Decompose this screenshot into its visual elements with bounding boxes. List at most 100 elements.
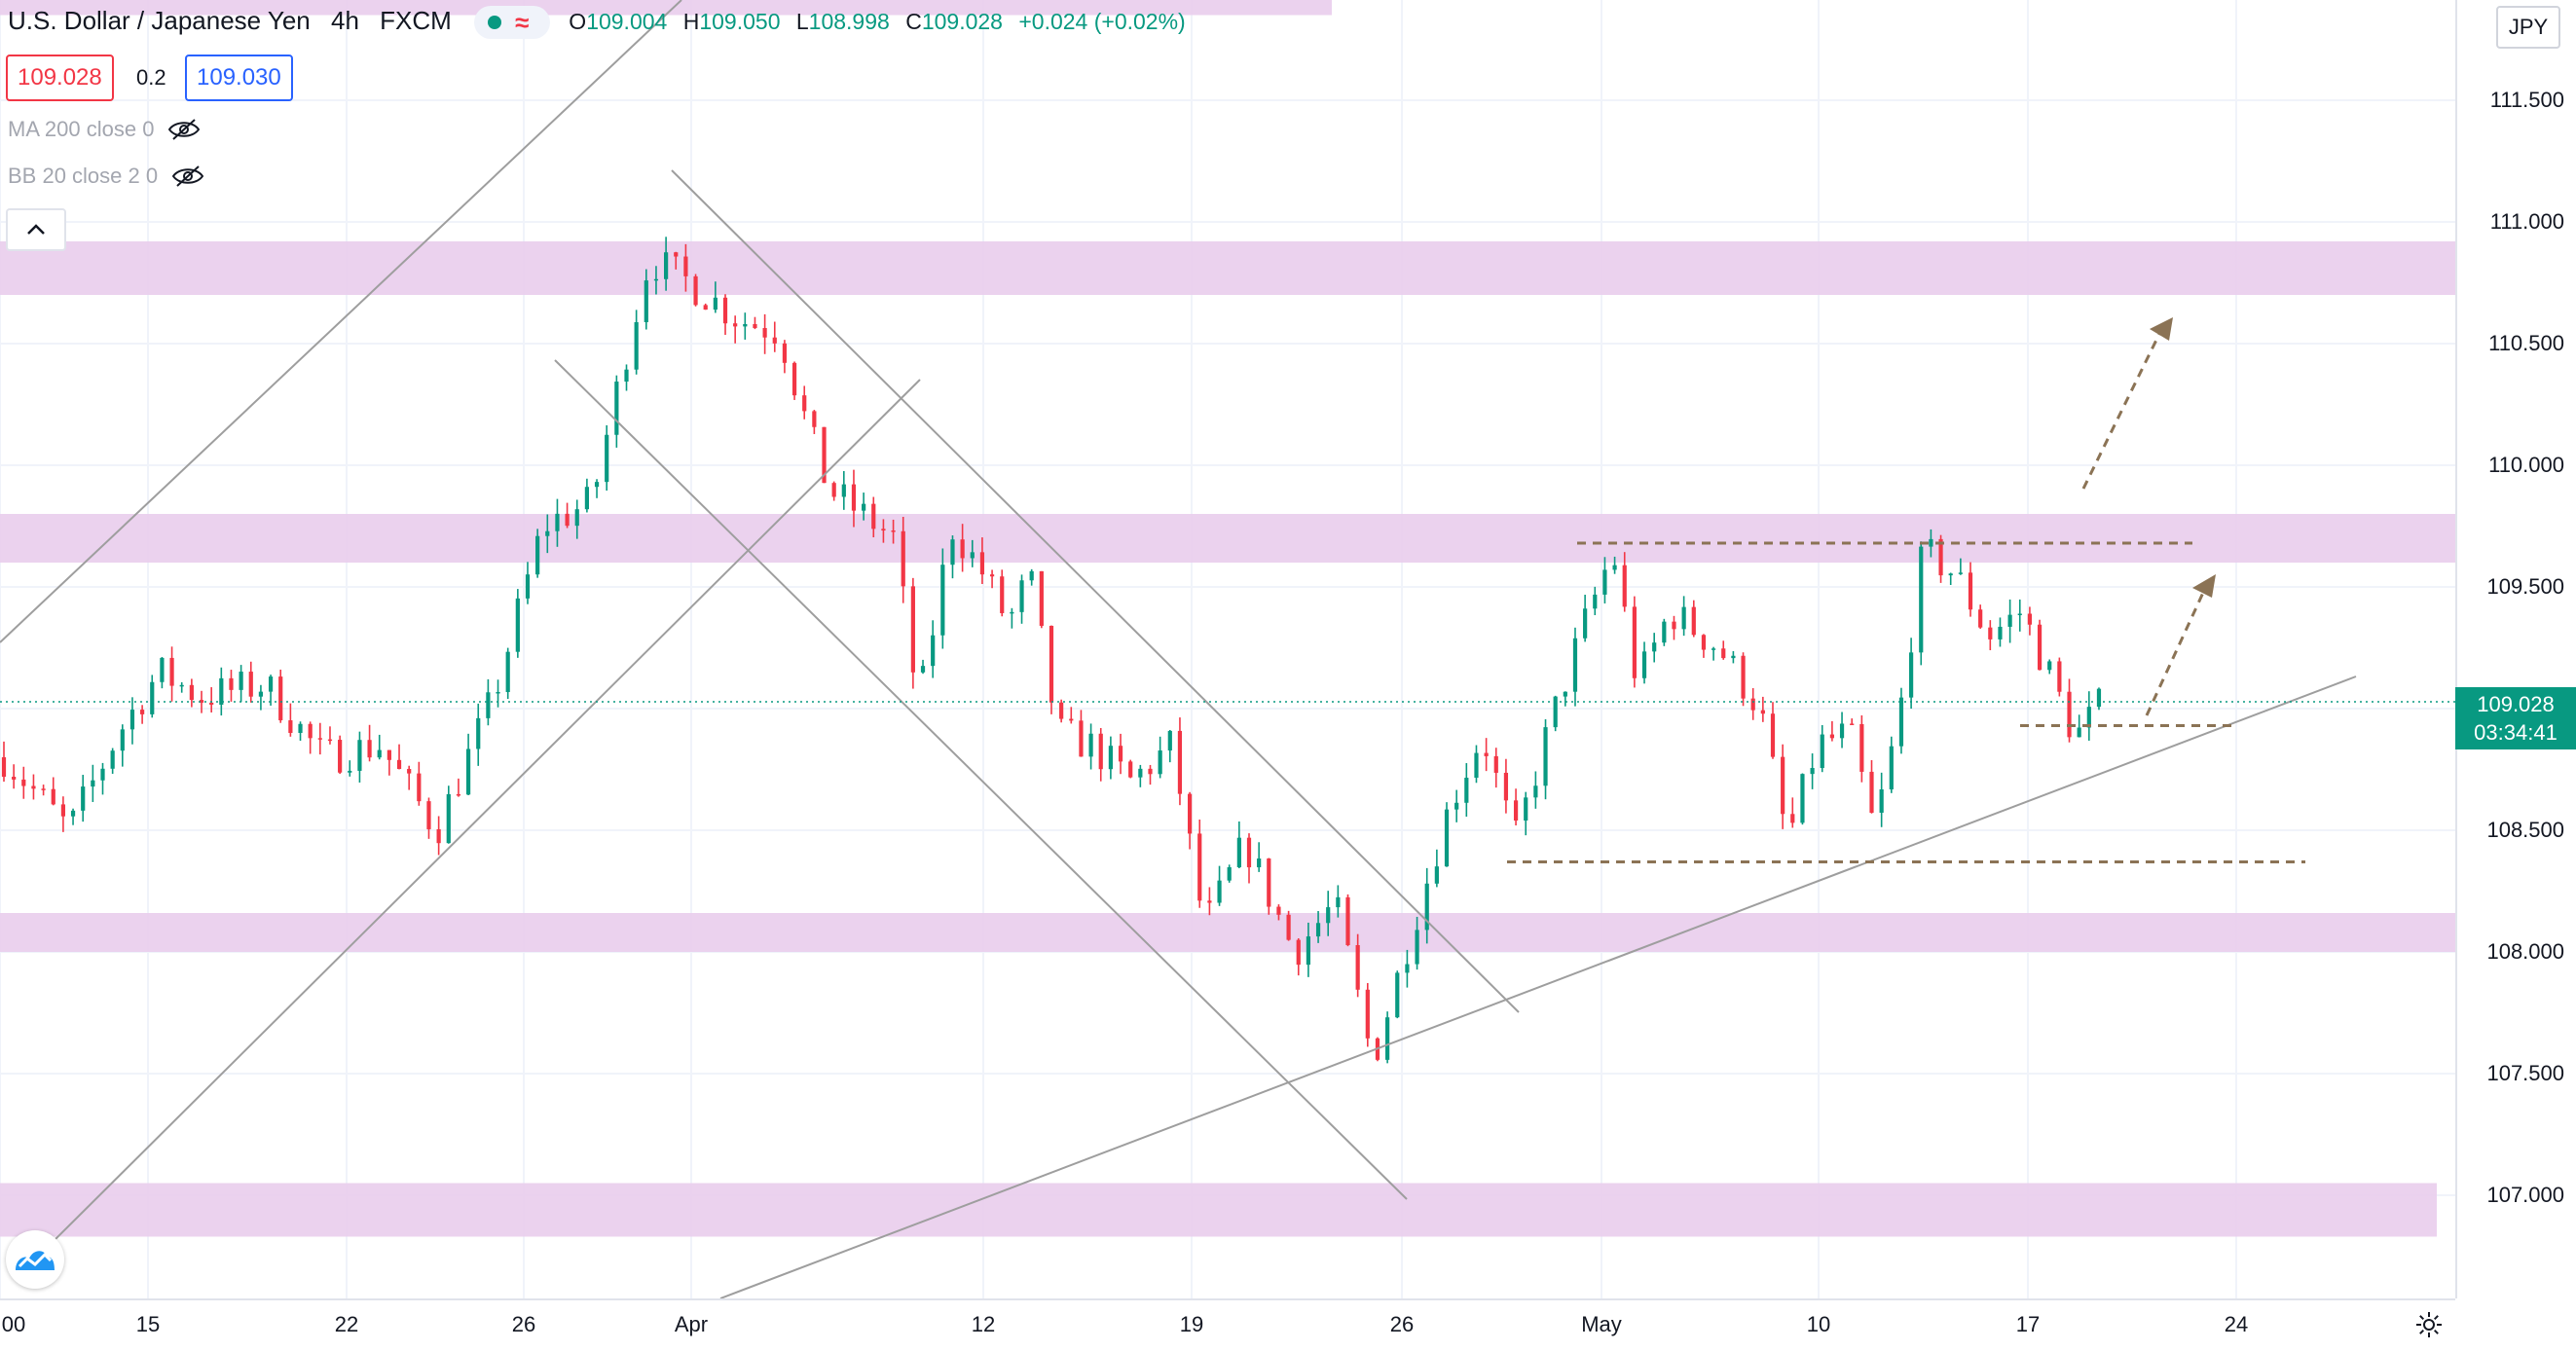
candle-body xyxy=(1257,858,1262,868)
candle-body xyxy=(338,740,343,773)
candle-body xyxy=(288,720,293,733)
candle-body xyxy=(634,322,639,370)
exchange-label[interactable]: FXCM xyxy=(380,6,452,35)
low-value: 108.998 xyxy=(808,9,890,34)
time-tick-label: 19 xyxy=(1179,1312,1204,1336)
candle-body xyxy=(81,786,86,811)
candle-body xyxy=(950,539,955,566)
time-tick-label: May xyxy=(1581,1312,1622,1336)
candle-body xyxy=(624,369,629,383)
candle-body xyxy=(1049,625,1054,703)
candle-body xyxy=(21,779,26,786)
time-tick-label: 12 xyxy=(971,1312,996,1336)
candle-body xyxy=(219,677,224,705)
price-axis[interactable]: 111.500 111.000 110.500 110.000 109.500 109.0… xyxy=(2455,0,2576,1298)
candle-body xyxy=(1029,570,1034,581)
projection-arrow xyxy=(2081,325,2165,490)
candle-body xyxy=(1524,797,1528,822)
candle-body xyxy=(60,804,66,817)
candle-body xyxy=(1731,655,1736,659)
time-tick-label: 00 xyxy=(1,1312,26,1336)
candle-body xyxy=(396,759,402,770)
candle-body xyxy=(1138,768,1143,778)
candle-body xyxy=(1197,833,1202,901)
candle-body xyxy=(436,828,441,844)
time-tick-label: 10 xyxy=(1806,1312,1831,1336)
candle-body xyxy=(1770,713,1776,757)
candle-body xyxy=(1553,696,1558,728)
candle-body xyxy=(407,769,412,774)
market-status-pill[interactable]: ≈ xyxy=(474,6,551,40)
candle-body xyxy=(248,672,253,697)
candle-body xyxy=(1978,609,1983,628)
symbol-title[interactable]: U.S. Dollar / Japanese Yen xyxy=(8,6,311,35)
candlestick-series xyxy=(1,237,2102,1064)
candle-body xyxy=(1563,691,1567,697)
candle-body xyxy=(1513,800,1519,822)
indicator-bb20[interactable]: BB 20 close 2 0 xyxy=(8,164,204,189)
candle-body xyxy=(1276,906,1281,915)
candle-body xyxy=(1909,652,1914,698)
eye-off-icon[interactable] xyxy=(171,164,204,188)
projection-arrow xyxy=(2145,581,2210,716)
candle-body xyxy=(486,692,491,718)
candle-body xyxy=(891,530,896,532)
candle-body xyxy=(703,305,708,310)
indicator-label: BB 20 close 2 0 xyxy=(8,164,159,188)
candle-body xyxy=(150,681,155,714)
candle-body xyxy=(1098,733,1103,770)
candle-body xyxy=(693,275,698,306)
candle-body xyxy=(1,757,7,777)
candle-body xyxy=(1227,867,1232,881)
candle-body xyxy=(565,513,570,527)
currency-badge[interactable]: JPY xyxy=(2496,6,2560,49)
sell-price-button[interactable]: 109.028 xyxy=(6,55,114,101)
indicator-ma200[interactable]: MA 200 close 0 xyxy=(8,117,201,142)
candle-body xyxy=(41,788,46,790)
candle-body xyxy=(1721,648,1726,659)
candle-body xyxy=(1267,858,1271,907)
candle-body xyxy=(1217,880,1222,903)
candle-body xyxy=(357,740,362,771)
candle-body xyxy=(140,710,145,714)
gear-icon[interactable] xyxy=(2414,1310,2444,1339)
time-tick-label: 26 xyxy=(1389,1312,1415,1336)
candle-body xyxy=(555,513,560,531)
candle-body xyxy=(317,738,322,740)
buy-price-button[interactable]: 109.030 xyxy=(185,55,293,101)
eye-off-icon[interactable] xyxy=(167,118,201,141)
candle-body xyxy=(2037,624,2042,671)
tradingview-logo[interactable] xyxy=(6,1230,64,1289)
candle-body xyxy=(258,691,264,697)
collapse-legend-button[interactable] xyxy=(6,208,66,251)
candle-body xyxy=(1059,702,1064,719)
candle-body xyxy=(505,651,510,692)
candle-body xyxy=(1781,756,1785,815)
candle-body xyxy=(1088,733,1093,757)
price-chart[interactable] xyxy=(0,0,2455,1298)
candle-body xyxy=(160,657,165,682)
candle-body xyxy=(1246,837,1252,868)
time-axis[interactable]: 00 15 22 26 Apr 12 19 26 May 10 17 24 xyxy=(0,1298,2455,1351)
bar-countdown: 03:34:41 xyxy=(2474,720,2558,745)
spread-value: 0.2 xyxy=(136,65,166,90)
candle-body xyxy=(605,434,609,483)
price-tick-label: 111.500 xyxy=(2489,88,2564,112)
candle-body xyxy=(831,483,836,497)
candle-body xyxy=(1958,572,1963,574)
time-tick-label: 15 xyxy=(135,1312,161,1336)
candle-body xyxy=(278,676,283,721)
candle-body xyxy=(1464,778,1469,803)
candle-body xyxy=(733,323,738,327)
candle-body xyxy=(1810,768,1815,775)
candle-body xyxy=(812,411,817,427)
dashed-levels xyxy=(1507,541,2305,863)
candle-body xyxy=(129,710,135,730)
candle-body xyxy=(2027,613,2033,625)
interval-label[interactable]: 4h xyxy=(331,6,359,35)
candle-body xyxy=(1948,573,1953,576)
candle-body xyxy=(1998,626,2003,639)
last-price-value: 109.028 xyxy=(2477,692,2555,716)
candle-body xyxy=(1632,606,1637,678)
candle-body xyxy=(989,574,995,577)
